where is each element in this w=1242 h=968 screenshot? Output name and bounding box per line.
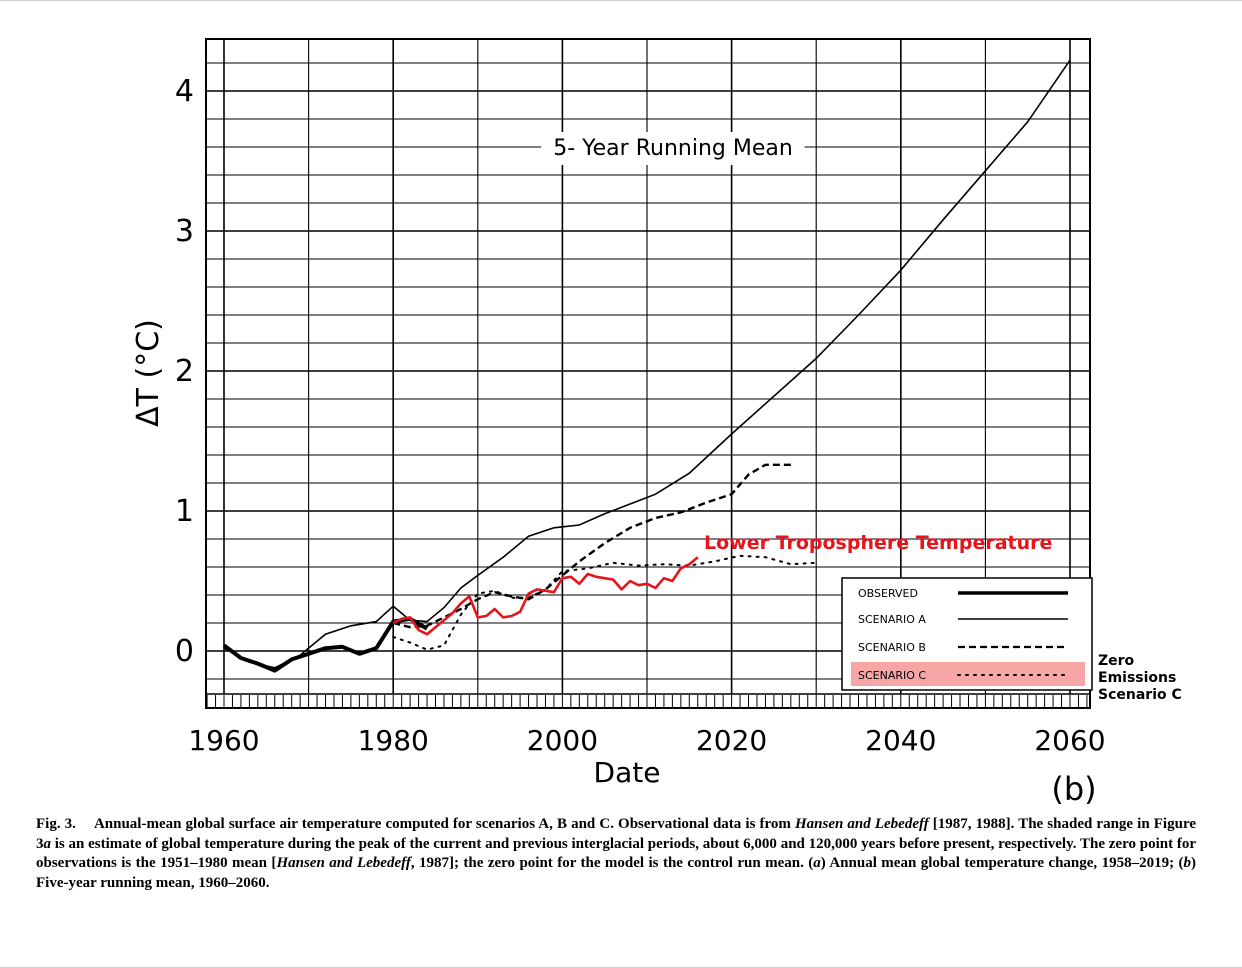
annotation-line-3: Scenario C — [1098, 687, 1182, 703]
x-tick-label: 1960 — [188, 724, 259, 757]
caption-text-1: Annual-mean global surface air temperatu… — [93, 816, 795, 832]
y-tick-label: 2 — [175, 354, 194, 389]
x-tick-label: 1980 — [358, 724, 429, 757]
y-tick-label: 1 — [175, 494, 194, 529]
caption-text-3: is an estimate of global temperature dur… — [36, 835, 1196, 872]
y-axis-label: ΔT (°C) — [131, 319, 166, 427]
chart-title-background — [541, 132, 805, 165]
legend-label-observed: OBSERVED — [858, 587, 918, 600]
series-line-scenario-c — [392, 554, 818, 651]
annotation-line-2: Emissions — [1098, 670, 1176, 686]
y-tick-label: 4 — [175, 74, 194, 109]
x-tick-label: 2040 — [865, 724, 936, 757]
caption-text-5: ) Annual mean global temperature change,… — [820, 855, 1184, 871]
grid: 0 1 2 3 4 1960 1980 2000 2020 2040 2060 — [175, 38, 1106, 757]
caption-citation-1: Hansen and Lebedeff — [794, 816, 929, 832]
chart-title: 5- Year Running Mean — [553, 136, 793, 161]
caption-text-6: ) Five-year running mean, 1960–2060. — [36, 855, 1197, 891]
legend-label-scenario-c: SCENARIO C — [858, 669, 926, 682]
x-tick-label: 2060 — [1034, 724, 1105, 757]
legend-label-scenario-b: SCENARIO B — [858, 641, 926, 654]
plot-frame — [205, 38, 1091, 709]
x-tick-label: 2020 — [696, 724, 767, 757]
temperature-chart: 0 1 2 3 4 1960 1980 2000 2020 2040 2060 OBSERVED S… — [0, 1, 1242, 811]
y-tick-label: 3 — [175, 214, 194, 249]
series-line-scenario-a — [223, 59, 1071, 669]
figure-caption: Fig. 3. Annual-mean global surface air te… — [36, 815, 1196, 893]
overlay-line-lower-troposphere — [392, 556, 699, 636]
series-lines — [222, 59, 1071, 673]
caption-text-2: [1987, 1988]. The shaded range in Figure… — [36, 816, 1196, 852]
caption-panel-a: a — [813, 855, 821, 871]
x-axis-label: Date — [594, 756, 661, 789]
caption-panel-b: b — [1183, 855, 1192, 871]
panel-label: (b) — [1051, 770, 1096, 808]
caption-text-4: , 1987]; the zero point for the model is… — [410, 855, 814, 871]
y-tick-label: 0 — [175, 634, 194, 669]
legend-label-scenario-a: SCENARIO A — [858, 613, 926, 626]
caption-panel-a-ref: a — [43, 835, 52, 852]
annotation-line-1: Zero — [1098, 653, 1135, 669]
legend: OBSERVED SCENARIO A SCENARIO B SCENARIO … — [841, 577, 1093, 691]
overlay-label: Lower Troposphere Temperature — [704, 532, 1052, 554]
caption-label: Fig. 3. — [36, 816, 76, 832]
caption-citation-2: Hansen and Lebedeff — [276, 855, 411, 871]
zero-emissions-annotation: Zero Emissions Scenario C — [1098, 653, 1182, 703]
x-tick-label: 2000 — [527, 724, 598, 757]
